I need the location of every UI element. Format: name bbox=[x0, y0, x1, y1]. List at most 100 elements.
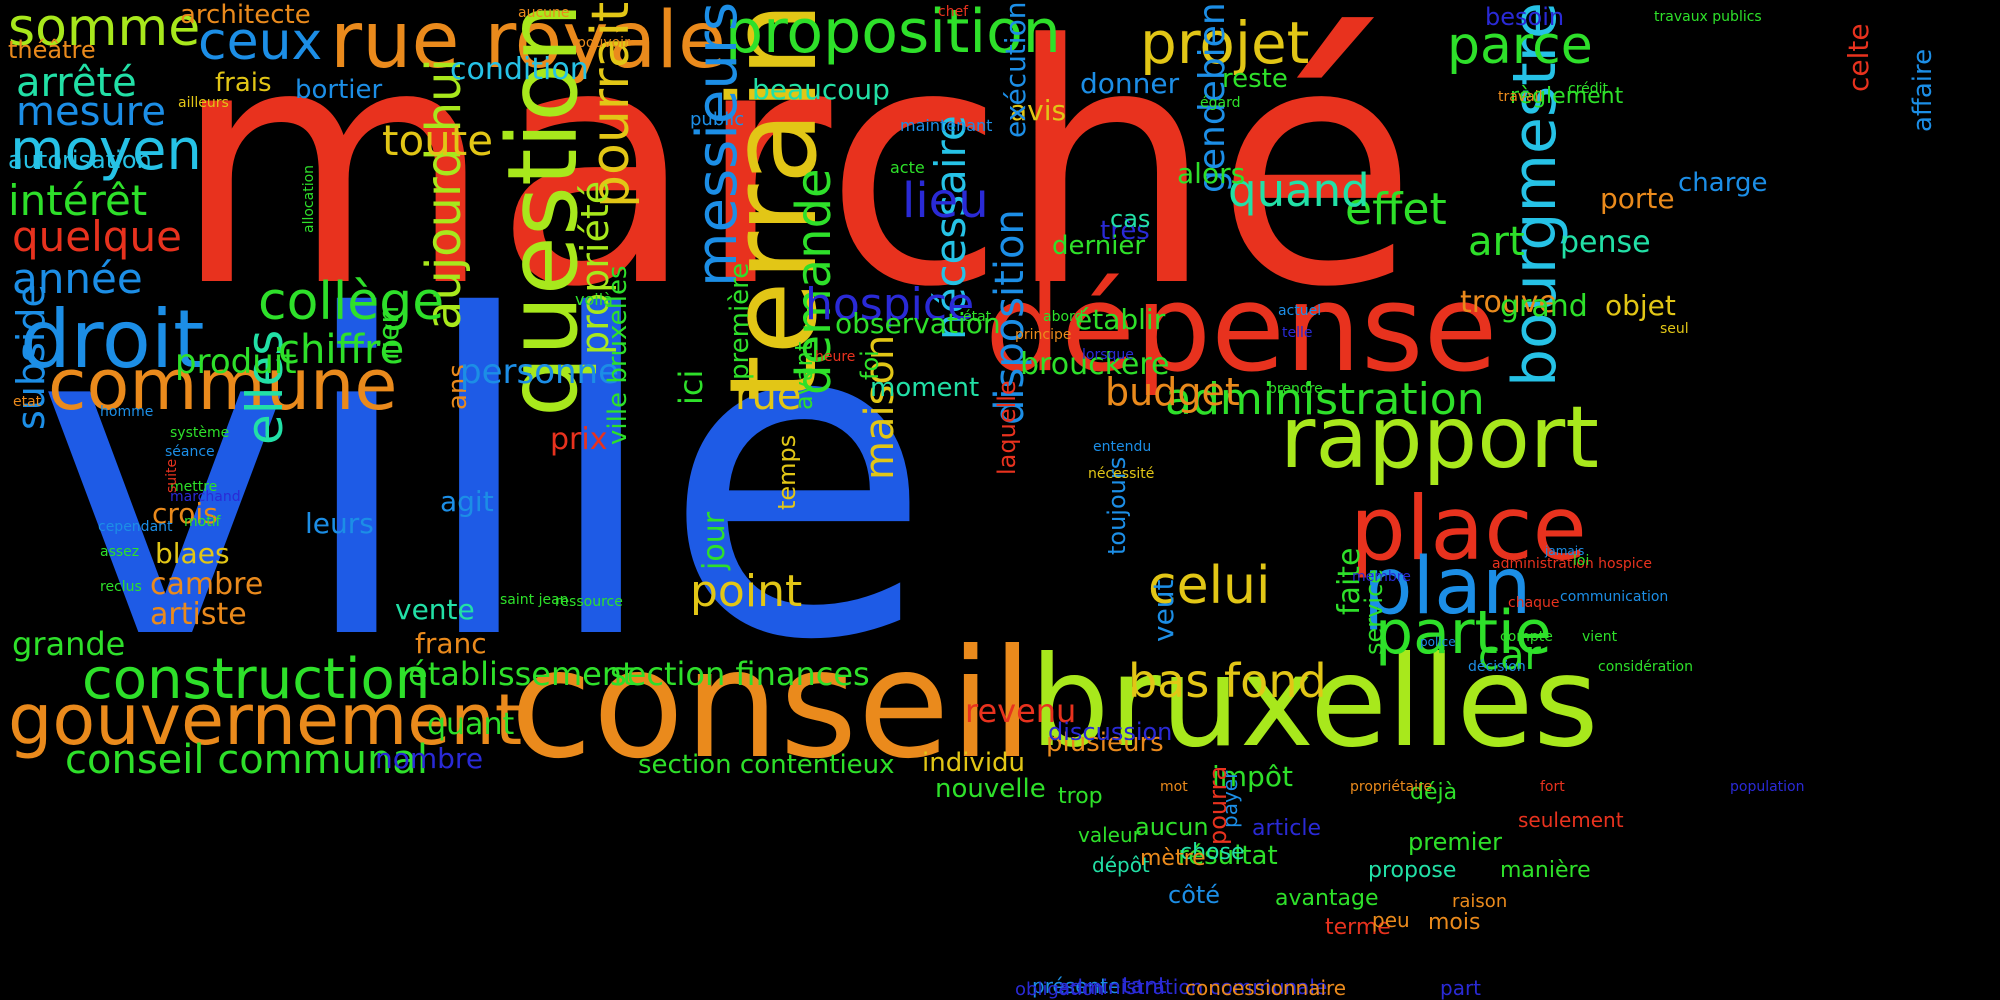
cloud-word: moment bbox=[870, 373, 980, 403]
cloud-word: établissement bbox=[408, 655, 635, 693]
cloud-word: terme bbox=[1325, 915, 1391, 940]
cloud-word: discussion bbox=[1048, 718, 1173, 746]
cloud-word: autorisation bbox=[8, 146, 152, 174]
cloud-word: pense bbox=[1560, 225, 1651, 260]
cloud-word: avantage bbox=[1275, 886, 1379, 911]
cloud-word: artiste bbox=[150, 597, 247, 632]
cloud-word: chose bbox=[1180, 840, 1245, 865]
cloud-word: administration bbox=[1165, 374, 1485, 425]
cloud-word: art bbox=[1468, 219, 1525, 265]
cloud-word: pourrait bbox=[581, 2, 641, 209]
cloud-word: leurs bbox=[305, 507, 374, 540]
cloud-word: quand bbox=[1228, 164, 1370, 217]
cloud-word: entendu bbox=[1093, 439, 1152, 455]
cloud-word: effet bbox=[1345, 184, 1447, 235]
cloud-word: commune bbox=[48, 344, 398, 426]
cloud-word: mot bbox=[1160, 779, 1188, 795]
cloud-word: chef bbox=[938, 4, 969, 20]
cloud-word: population bbox=[1730, 779, 1805, 795]
cloud-word: marché bbox=[172, 0, 1418, 359]
cloud-word: travaux publics bbox=[1654, 9, 1762, 25]
cloud-word: compte bbox=[1500, 629, 1553, 645]
cloud-word: laquelle bbox=[993, 380, 1021, 475]
cloud-word: charge bbox=[1678, 168, 1768, 198]
cloud-word: ressource bbox=[555, 594, 623, 610]
cloud-word: marchand bbox=[170, 489, 241, 505]
cloud-word: article bbox=[1252, 816, 1322, 841]
cloud-word: temps bbox=[773, 434, 801, 510]
cloud-word: condition bbox=[450, 52, 589, 87]
cloud-word: mois bbox=[1428, 910, 1481, 935]
cloud-word: nombre bbox=[375, 742, 484, 775]
cloud-word: décision bbox=[1468, 659, 1526, 675]
cloud-word: homme bbox=[100, 404, 154, 420]
cloud-word: ceux bbox=[198, 12, 323, 72]
cloud-word: somme bbox=[8, 0, 201, 58]
cloud-word: agit bbox=[440, 485, 494, 518]
cloud-word: personne bbox=[460, 352, 620, 392]
cloud-word: franc bbox=[415, 627, 487, 660]
cloud-word: manière bbox=[1500, 858, 1591, 883]
cloud-word: produit bbox=[175, 342, 297, 382]
cloud-word: fort bbox=[1540, 779, 1565, 795]
cloud-word: conseil communal bbox=[65, 737, 428, 783]
cloud-word: collège bbox=[258, 272, 445, 332]
cloud-word: droit bbox=[20, 293, 205, 386]
cloud-word: communication bbox=[1560, 589, 1669, 605]
cloud-word: principe bbox=[1015, 327, 1072, 343]
cloud-word: vient bbox=[1582, 629, 1618, 645]
cloud-word: système bbox=[170, 425, 230, 441]
cloud-word: établir bbox=[1075, 303, 1166, 336]
cloud-word: tant bbox=[1122, 974, 1167, 999]
cloud-word: rue royale bbox=[330, 0, 726, 86]
cloud-word: revenu bbox=[965, 692, 1077, 730]
cloud-word: cependant bbox=[98, 519, 173, 535]
cloud-word: porte bbox=[1600, 182, 1675, 215]
cloud-word: administration communale bbox=[1058, 975, 1328, 999]
cloud-word: année bbox=[12, 254, 143, 303]
cloud-word: construction bbox=[82, 647, 431, 712]
cloud-word: prendre bbox=[1268, 381, 1323, 397]
cloud-word: jamais bbox=[1545, 544, 1585, 558]
cloud-word: besoin bbox=[1485, 3, 1565, 31]
cloud-word: lieu bbox=[902, 173, 989, 229]
cloud-word: trop bbox=[1058, 784, 1103, 809]
cloud-word: reste bbox=[1222, 64, 1288, 94]
cloud-word: propriétaire bbox=[1350, 779, 1433, 795]
cloud-word: objet bbox=[1605, 289, 1676, 322]
cloud-word: dernier bbox=[1052, 231, 1146, 261]
cloud-word: grand bbox=[1500, 289, 1588, 324]
cloud-word: place bbox=[1350, 477, 1587, 580]
cloud-word: architecte bbox=[180, 0, 311, 30]
cloud-word: telle bbox=[1282, 325, 1313, 341]
cloud-word: prix bbox=[550, 422, 608, 457]
cloud-word: bortier bbox=[295, 75, 383, 105]
cloud-word: beaucoup bbox=[752, 73, 890, 106]
cloud-word: seul bbox=[1660, 321, 1689, 337]
cloud-word: rue bbox=[735, 373, 802, 419]
cloud-word: crédit bbox=[1568, 81, 1609, 97]
cloud-word: théâtre bbox=[8, 36, 96, 64]
cloud-word: proposition bbox=[725, 0, 1061, 67]
cloud-word: blaes bbox=[155, 537, 230, 570]
cloud-word: trouve bbox=[1460, 285, 1558, 320]
cloud-word: gouvernement bbox=[8, 679, 523, 761]
cloud-word: première bbox=[725, 262, 755, 380]
cloud-word: pourra bbox=[1204, 765, 1232, 845]
cloud-word: intérêt bbox=[8, 176, 148, 225]
cloud-word: dépôt bbox=[1092, 853, 1150, 877]
cloud-word: section finances bbox=[610, 655, 870, 693]
cloud-word: frais bbox=[215, 68, 272, 98]
cloud-word: avant bbox=[790, 341, 818, 410]
cloud-word: lorsque bbox=[1082, 347, 1134, 363]
cloud-word: ville bbox=[35, 224, 933, 736]
cloud-word: premier bbox=[1408, 828, 1503, 856]
cloud-word: état bbox=[963, 309, 992, 325]
cloud-word: nécessité bbox=[1088, 466, 1155, 482]
cloud-word: bruxelles bbox=[1030, 630, 1599, 775]
cloud-word: brouckere bbox=[1020, 347, 1170, 382]
cloud-word: ailleurs bbox=[178, 95, 229, 111]
cloud-word: crois bbox=[152, 497, 218, 530]
cloud-word: obligation bbox=[1015, 979, 1105, 1000]
cloud-word: cas bbox=[1110, 205, 1151, 233]
